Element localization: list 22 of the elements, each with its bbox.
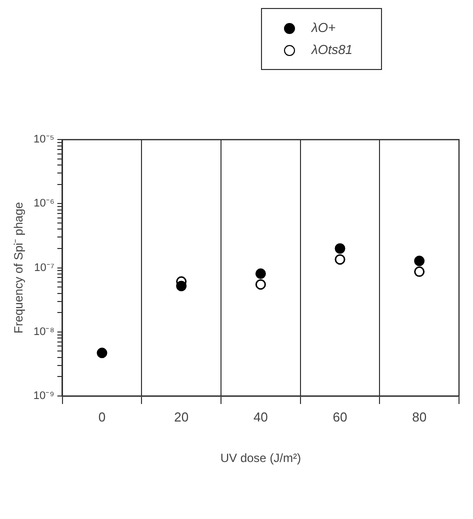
point bbox=[414, 266, 425, 277]
x-tick-label: 0 bbox=[98, 409, 106, 424]
point bbox=[334, 243, 346, 254]
y-tick-label: 10⁻⁸ bbox=[33, 326, 54, 338]
point bbox=[176, 280, 187, 292]
x-tick-label: 40 bbox=[253, 409, 268, 424]
x-axis-title: UV dose (J/m²) bbox=[220, 451, 302, 466]
x-tick-label: 20 bbox=[174, 409, 189, 424]
point bbox=[334, 254, 346, 265]
y-tick-label: 10⁻⁹ bbox=[33, 390, 54, 402]
x-tick-label: 80 bbox=[412, 409, 427, 424]
legend-label: λOts81 bbox=[311, 41, 353, 59]
x-tick-label: 60 bbox=[332, 409, 348, 424]
y-tick-label: 10⁻⁶ bbox=[34, 198, 54, 210]
legend-label: λO+ bbox=[311, 19, 336, 37]
point bbox=[255, 279, 266, 290]
point bbox=[255, 268, 266, 279]
y-tick-label: 10⁻⁷ bbox=[34, 262, 54, 274]
y-tick-label: 10⁻⁵ bbox=[34, 134, 54, 146]
point bbox=[414, 256, 425, 266]
point bbox=[96, 348, 108, 358]
y-axis-title: Frequency of Spi⁻ phage bbox=[12, 202, 26, 334]
